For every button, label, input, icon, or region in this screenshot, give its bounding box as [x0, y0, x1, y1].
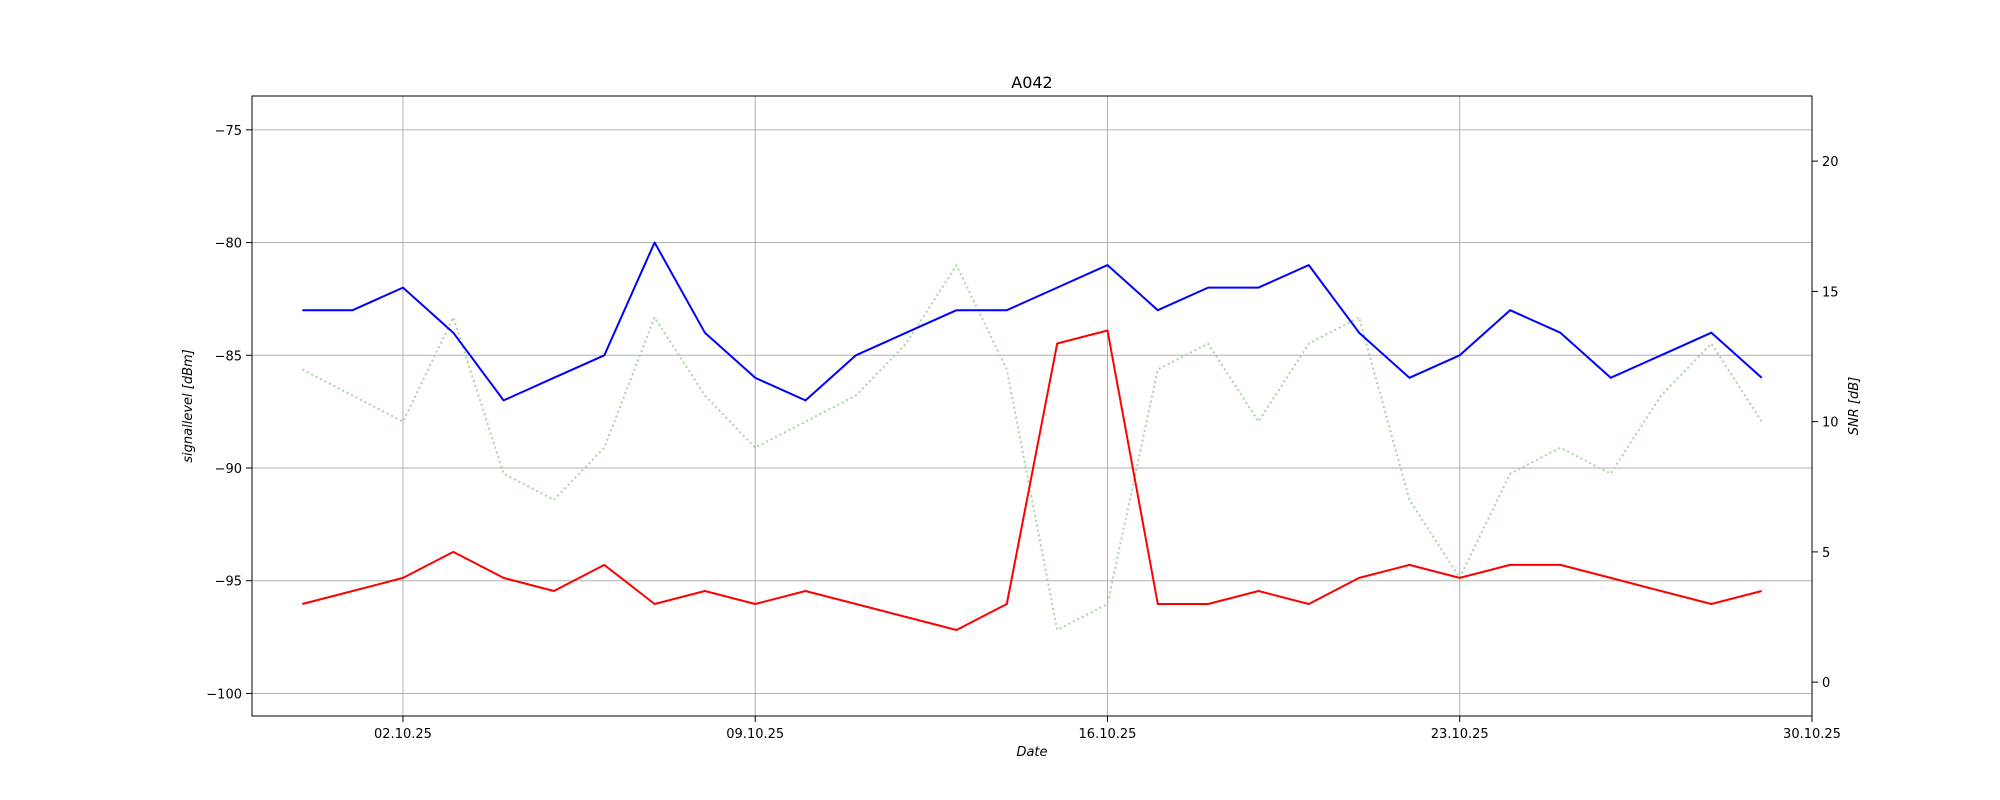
- y-right-tick-label: 20: [1822, 155, 1839, 170]
- series-line-0: [301, 264, 1763, 631]
- y-right-tick-label: 10: [1822, 416, 1839, 431]
- series-lines: [301, 241, 1763, 631]
- y-left-tick-label: −75: [215, 124, 242, 139]
- chart-title: A042: [1011, 73, 1052, 92]
- y-right-tick-label: 5: [1822, 546, 1830, 561]
- x-tick-label: 02.10.25: [374, 727, 432, 742]
- x-axis-label: Date: [1016, 745, 1047, 760]
- y-left-tick-label: −100: [206, 687, 242, 702]
- series-line-1: [302, 241, 1763, 402]
- x-tick-label: 23.10.25: [1431, 727, 1489, 742]
- y-left-tick-label: −95: [215, 575, 242, 590]
- series-line-2: [302, 329, 1762, 631]
- grid: [252, 96, 1813, 716]
- y-left-tick-label: −90: [215, 462, 242, 477]
- y-left-tick-label: −80: [215, 237, 242, 252]
- x-tick-label: 09.10.25: [726, 727, 784, 742]
- y-axis-right-label: SNR [dB]: [1847, 377, 1862, 435]
- y-right-tick-label: 15: [1822, 285, 1839, 300]
- y-axis-left-label: signallevel [dBm]: [181, 349, 196, 462]
- x-tick-label: 16.10.25: [1079, 727, 1137, 742]
- y-left-tick-label: −85: [215, 349, 242, 364]
- axes: 02.10.25 09.10.25 16.10.25 23.10.25 30.10.25…: [206, 124, 1841, 742]
- plot-frame: [251, 95, 1813, 717]
- x-tick-label: 30.10.25: [1783, 727, 1841, 742]
- y-right-tick-label: 0: [1822, 676, 1830, 691]
